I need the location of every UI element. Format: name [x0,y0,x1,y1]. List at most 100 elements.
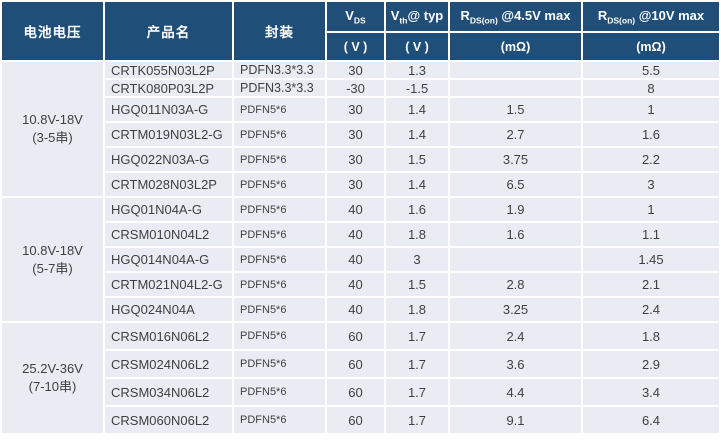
vth-cell: 1.4 [384,171,450,198]
table-row: HGQ022N03A-G PDFN5*6 30 1.5 3.75 2.2 [1,146,721,173]
product-name-cell: CRTK055N03L2P [103,60,234,80]
header-package: 封装 [232,0,327,62]
vth-cell: 1.4 [384,121,450,148]
voltage-range-label: 25.2V-36V [22,361,83,377]
package-cell: PDFN5*6 [232,171,327,198]
vth-cell: 1.8 [384,296,450,323]
table-header: 电池电压 产品名 封装 VDS Vth@ typ RDS(on) @4.5V m… [0,0,721,62]
rdson-10v-cell: 1.1 [581,221,721,248]
vds-cell: 40 [325,246,386,273]
vth-cell: 1.8 [384,221,450,248]
product-name-cell: CRSM034N06L2 [103,377,234,407]
table-row: CRSM034N06L2 PDFN5*6 60 1.7 4.4 3.4 [1,377,721,407]
voltage-range-label: 10.8V-18V [22,112,83,128]
vds-cell: 60 [325,405,386,435]
rdson-10v-cell: 2.1 [581,271,721,298]
package-cell: PDFN5*6 [232,377,327,407]
rdson-10v-cell: 5.5 [581,60,721,80]
header-rdson-10v-max: RDS(on) @10V max [581,0,721,33]
battery-voltage-group-cell: 10.8V-18V (5-7串) [0,196,105,323]
rdson-4v5-cell: 2.7 [448,121,583,148]
header-vth-typ: Vth@ typ [384,0,450,33]
package-cell: PDFN5*6 [232,246,327,273]
vth-cell: 1.5 [384,146,450,173]
table-row: CRSM024N06L2 PDFN5*6 60 1.7 3.6 2.9 [1,349,721,379]
package-cell: PDFN5*6 [232,321,327,351]
table-row: CRTK080P03L2P PDFN3.3*3.3 -30 -1.5 8 [1,78,721,98]
header-row-labels: 电池电压 产品名 封装 VDS Vth@ typ RDS(on) @4.5V m… [0,0,721,62]
vth-cell: 1.4 [384,96,450,123]
rdson-4v5-cell [448,246,583,273]
vth-cell: 1.7 [384,377,450,407]
package-cell: PDFN5*6 [232,146,327,173]
voltage-group: 10.8V-18V (3-5串) CRTK055N03L2P PDFN3.3*3.3 3… [0,60,721,198]
rdson-4v5-cell: 6.5 [448,171,583,198]
vth-cell: 1.7 [384,405,450,435]
header-battery-voltage: 电池电压 [0,0,105,62]
package-cell: PDFN5*6 [232,271,327,298]
vds-cell: -30 [325,78,386,98]
vth-cell: 1.7 [384,349,450,379]
rdson-4v5-cell [448,78,583,98]
rdson-10v-cell: 1.45 [581,246,721,273]
rdson-10v-cell: 2.4 [581,296,721,323]
voltage-range-label: 10.8V-18V [22,242,83,258]
vth-cell: 1.7 [384,321,450,351]
rdson-4v5-cell: 9.1 [448,405,583,435]
product-name-cell: CRSM016N06L2 [103,321,234,351]
package-cell: PDFN5*6 [232,221,327,248]
vds-cell: 60 [325,349,386,379]
rdson-4v5-cell [448,60,583,80]
product-name-cell: HGQ024N04A [103,296,234,323]
rdson-4v5-cell: 3.6 [448,349,583,379]
product-selection-table: 电池电压 产品名 封装 VDS Vth@ typ RDS(on) @4.5V m… [0,0,721,435]
package-cell: PDFN5*6 [232,196,327,223]
table-row: 10.8V-18V (5-7串) HGQ01N04A-G PDFN5*6 40 1.6 1.… [0,196,721,323]
rdson-10v-cell: 3.4 [581,377,721,407]
product-name-cell: CRTM019N03L2-G [103,121,234,148]
product-name-cell: CRSM060N06L2 [103,405,234,435]
rdson-10v-cell: 1 [581,196,721,223]
header-row-units: ( V ) ( V ) (mΩ) (mΩ) [1,31,721,62]
vds-cell: 60 [325,377,386,407]
product-name-cell: CRTM028N03L2P [103,171,234,198]
product-name-cell: HGQ014N04A-G [103,246,234,273]
vds-cell: 40 [325,296,386,323]
rdson-10v-cell: 1.8 [581,321,721,351]
product-name-cell: HGQ022N03A-G [103,146,234,173]
vth-cell: 1.3 [384,60,450,80]
table-row: CRSM010N04L2 PDFN5*6 40 1.8 1.6 1.1 [1,221,721,248]
header-rdson-4v5-unit: (mΩ) [448,31,583,62]
voltage-group: 25.2V-36V (7-10串) CRSM016N06L2 PDFN5*6 60 1.7… [0,321,721,435]
cell-series-label: (3-5串) [32,130,73,145]
product-name-cell: CRSM024N06L2 [103,349,234,379]
table-row: 10.8V-18V (3-5串) CRTK055N03L2P PDFN3.3*3.3 3… [0,60,721,198]
vth-cell: 3 [384,246,450,273]
vds-cell: 30 [325,171,386,198]
product-name-cell: HGQ01N04A-G [103,196,234,223]
package-cell: PDFN5*6 [232,349,327,379]
voltage-group: 10.8V-18V (5-7串) HGQ01N04A-G PDFN5*6 40 1.6 1.… [0,196,721,323]
rdson-10v-cell: 2.2 [581,146,721,173]
header-rdson-4v5-max: RDS(on) @4.5V max [448,0,583,33]
product-name-cell: CRSM010N04L2 [103,221,234,248]
battery-voltage-group-cell: 25.2V-36V (7-10串) [0,321,105,435]
rdson-4v5-cell: 4.4 [448,377,583,407]
header-vth-unit: ( V ) [384,31,450,62]
rdson-10v-cell: 1.6 [581,121,721,148]
rdson-4v5-cell: 1.6 [448,221,583,248]
table-row: CRTM019N03L2-G PDFN5*6 30 1.4 2.7 1.6 [1,121,721,148]
rdson-4v5-cell: 3.75 [448,146,583,173]
header-rdson-10v-unit: (mΩ) [581,31,721,62]
table-row: HGQ014N04A-G PDFN5*6 40 3 1.45 [1,246,721,273]
table-row: CRTM028N03L2P PDFN5*6 30 1.4 6.5 3 [1,171,721,198]
vth-cell: 1.5 [384,271,450,298]
vth-cell: 1.6 [384,196,450,223]
vds-cell: 40 [325,271,386,298]
package-cell: PDFN5*6 [232,296,327,323]
rdson-4v5-cell: 3.25 [448,296,583,323]
vds-cell: 60 [325,321,386,351]
rdson-10v-cell: 6.4 [581,405,721,435]
cell-series-label: (7-10串) [28,379,77,394]
table-row: HGQ011N03A-G PDFN5*6 30 1.4 1.5 1 [1,96,721,123]
